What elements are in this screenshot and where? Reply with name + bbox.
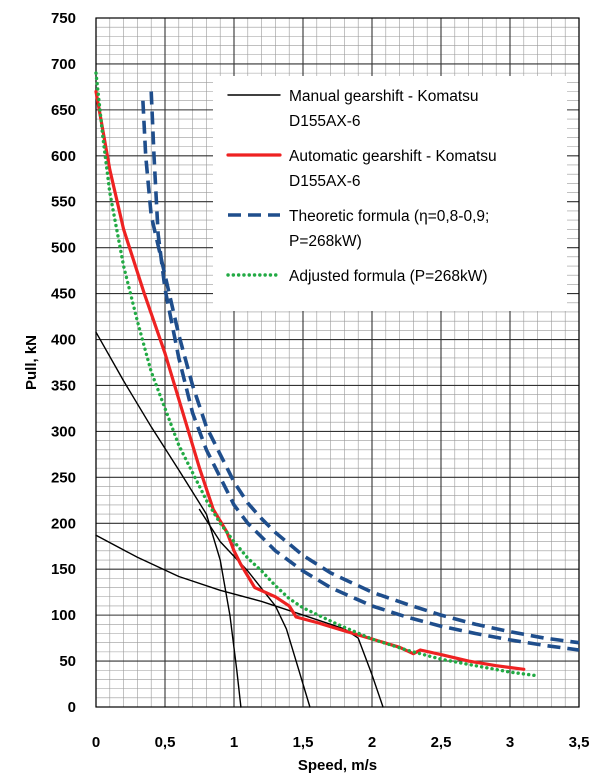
y-tick-label: 300 bbox=[51, 423, 76, 440]
legend: Manual gearshift - Komatsu D155AX-6 Automa… bbox=[213, 76, 567, 311]
y-axis-title: Pull, kN bbox=[23, 335, 40, 390]
y-tick-label: 750 bbox=[51, 10, 76, 27]
x-tick-label: 2,5 bbox=[431, 734, 452, 751]
legend-label-2: Theoretic formula (η=0,8-0,9; bbox=[289, 208, 489, 225]
y-tick-label: 100 bbox=[51, 607, 76, 624]
y-tick-label: 500 bbox=[51, 240, 76, 257]
series-2 bbox=[141, 91, 580, 652]
legend-label-3: Adjusted formula (P=268kW) bbox=[289, 268, 488, 285]
y-axis-ticks: 0 50 100 150 200 250 300 350 400 450 500 550 600 650 7… bbox=[51, 10, 76, 716]
series-1-line-0 bbox=[94, 89, 526, 671]
y-tick-label: 450 bbox=[51, 286, 76, 303]
y-tick-label: 250 bbox=[51, 469, 76, 486]
series-2-line-1 bbox=[141, 100, 580, 645]
y-tick-label: 400 bbox=[51, 332, 76, 349]
y-tick-label: 550 bbox=[51, 194, 76, 211]
y-tick-label: 350 bbox=[51, 377, 76, 394]
y-tick-label: 150 bbox=[51, 561, 76, 578]
series-3 bbox=[94, 71, 540, 678]
x-tick-label: 0 bbox=[92, 734, 100, 751]
y-tick-label: 200 bbox=[51, 515, 76, 532]
plot-area-frame bbox=[95, 17, 580, 708]
x-tick-label: 3 bbox=[506, 734, 514, 751]
legend-label-1: Automatic gearshift - Komatsu bbox=[289, 148, 497, 165]
series-2-line-0 bbox=[149, 91, 580, 652]
x-tick-label: 1,5 bbox=[293, 734, 314, 751]
series-3-line-0 bbox=[94, 71, 540, 678]
legend-label-0: D155AX-6 bbox=[289, 113, 361, 130]
legend-box bbox=[213, 76, 567, 311]
y-tick-label: 600 bbox=[51, 148, 76, 165]
legend-label-1: D155AX-6 bbox=[289, 173, 361, 190]
y-tick-label: 650 bbox=[51, 102, 76, 119]
x-tick-label: 0,5 bbox=[155, 734, 176, 751]
legend-label-2: P=268kW) bbox=[289, 233, 362, 250]
x-axis-title: Speed, m/s bbox=[298, 757, 377, 774]
x-tick-label: 1 bbox=[230, 734, 238, 751]
x-axis-ticks: 0 0,5 1 1,5 2 2,5 3 3,5 bbox=[92, 734, 590, 751]
series-layer bbox=[94, 71, 580, 708]
series-0-line-0 bbox=[95, 331, 242, 708]
legend-label-0: Manual gearshift - Komatsu bbox=[289, 88, 479, 105]
x-tick-label: 2 bbox=[368, 734, 376, 751]
y-tick-label: 50 bbox=[59, 653, 76, 670]
x-tick-label: 3,5 bbox=[569, 734, 590, 751]
y-tick-label: 0 bbox=[68, 699, 76, 716]
series-0 bbox=[95, 331, 384, 708]
series-1 bbox=[94, 89, 526, 671]
series-0-line-2 bbox=[95, 534, 384, 708]
y-tick-label: 700 bbox=[51, 56, 76, 73]
